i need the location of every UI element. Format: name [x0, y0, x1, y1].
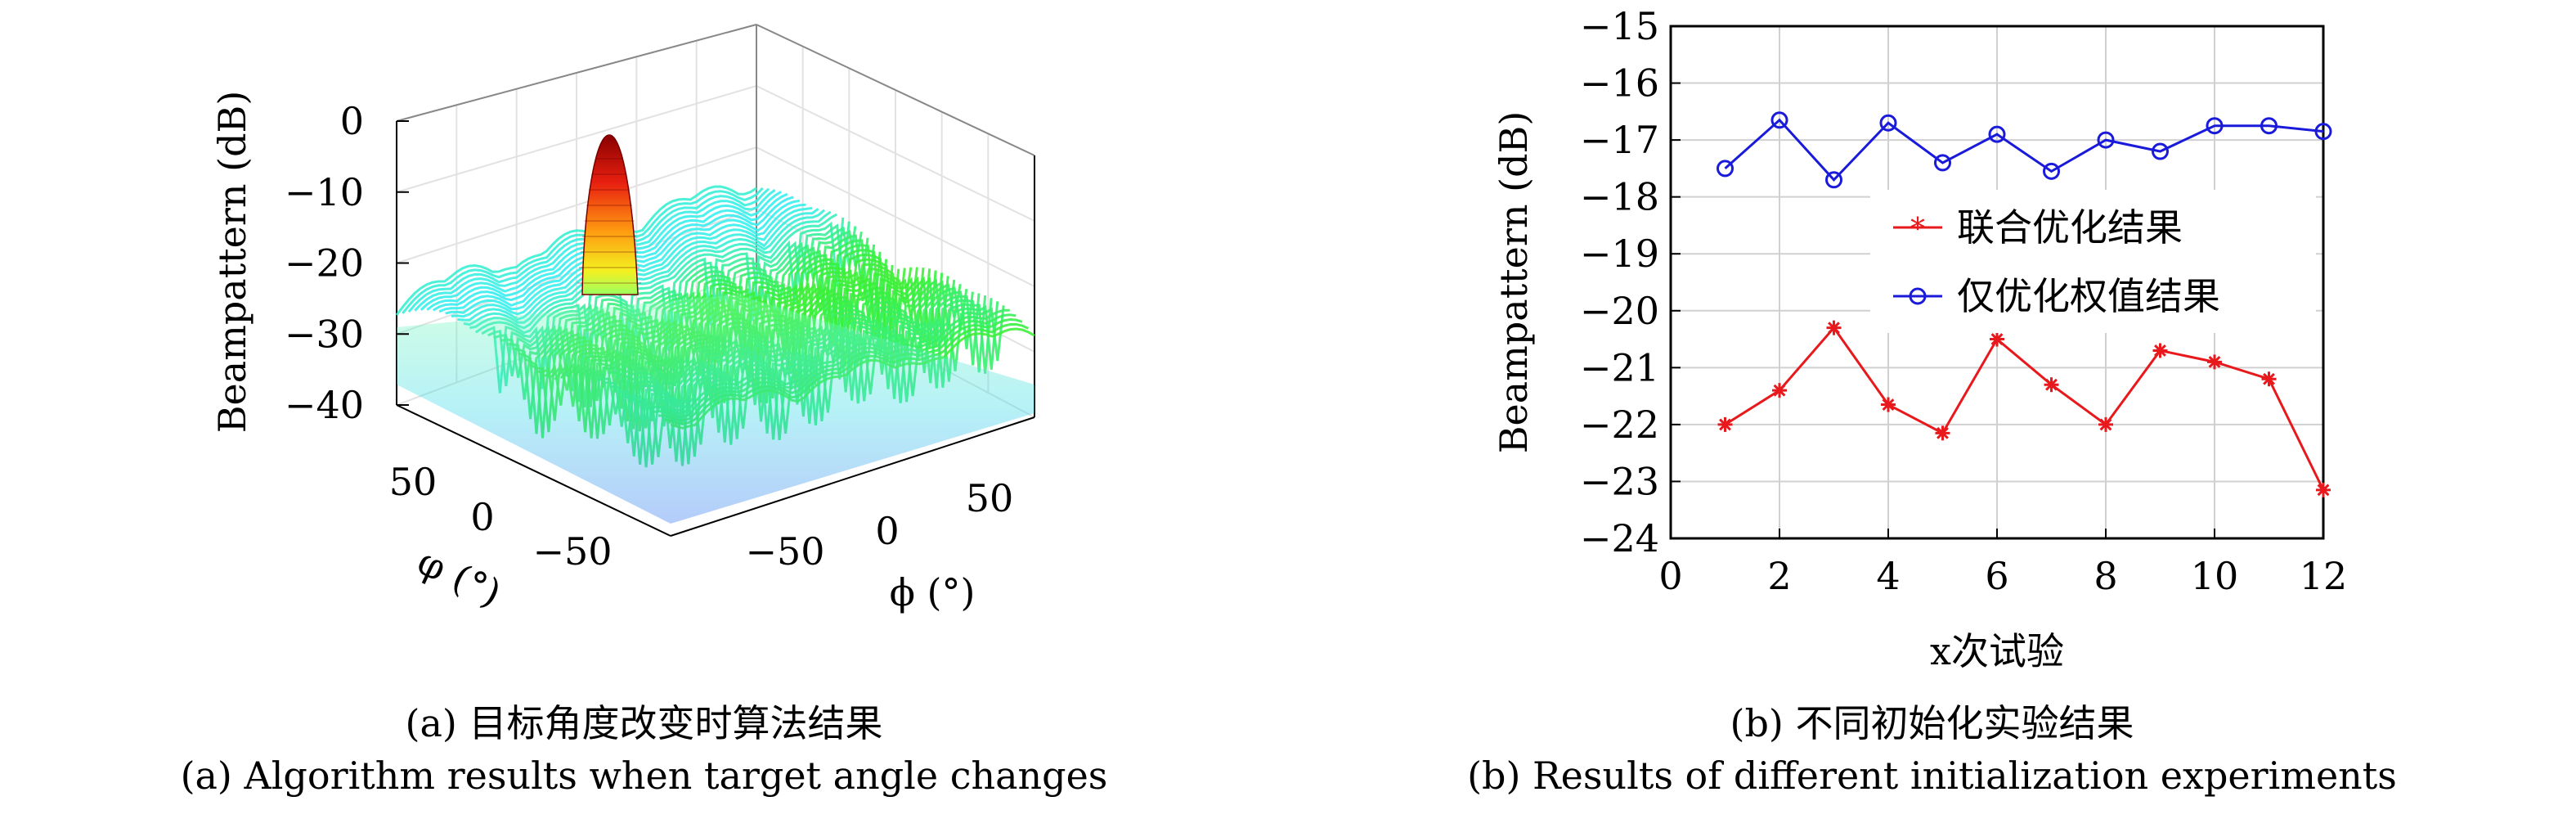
x-tick-label: 0: [1658, 554, 1682, 598]
x-tick-labels: 0 2 4 6 8 10 12: [1658, 554, 2347, 598]
data-point-star: [2152, 343, 2168, 358]
z-tick-label: −10: [285, 170, 364, 214]
y-tick-label: −18: [1580, 175, 1659, 219]
y-tick-label: −19: [1580, 232, 1659, 276]
legend-marker-weights: [1909, 287, 1927, 305]
series-line-0: [1724, 326, 2325, 491]
x-tick-label: 2: [1767, 554, 1791, 598]
plot-frame: [1669, 25, 2325, 540]
surface-floor-shade: [397, 295, 1034, 524]
x-tick-label: 10: [2191, 554, 2239, 598]
data-point-star: [1772, 383, 1787, 398]
x-tick-label: 8: [2094, 554, 2117, 598]
y-axis-label: Beampattern (dB): [1492, 111, 1536, 454]
panel-a-surface-chart: 0 −10 −20 −30 −40 50 0 −50 −50 0 50 Beampattern (d…: [0, 0, 1288, 704]
legend-label-joint: 联合优化结果: [1957, 205, 2183, 250]
data-point-circle: [1770, 111, 1788, 129]
axis-edge: [670, 416, 1035, 537]
y-tick-label: 0: [470, 495, 494, 539]
legend-label-weights: 仅优化权值结果: [1957, 274, 2220, 318]
axis-edge: [396, 404, 671, 537]
x-tick-label: 0: [875, 509, 899, 553]
data-point-circle: [1934, 154, 1951, 172]
y-tick-label: −20: [1580, 289, 1659, 333]
y-tick-label: −50: [532, 529, 612, 574]
legend-marker-joint: *: [1910, 213, 1925, 246]
x-tick-label: 12: [2300, 554, 2348, 598]
surface-mesh: [395, 185, 1035, 524]
data-series: [1717, 111, 2332, 497]
z-tick-label: −20: [285, 241, 364, 286]
surface-main-peak: [577, 134, 641, 295]
data-point-star: [2098, 416, 2113, 432]
z-axis-label: Beampattern (dB): [210, 91, 254, 434]
legend-box: [1870, 190, 2316, 333]
data-point-star: [1935, 425, 1950, 441]
x-axis-label: ϕ (°): [890, 570, 976, 614]
data-point-circle: [2314, 123, 2332, 141]
data-point-star: [1990, 331, 2004, 347]
z-tick-label: −40: [285, 383, 364, 427]
x-tick-label: 6: [1985, 554, 2008, 598]
data-point-circle: [1988, 125, 2006, 143]
x-tick-label: −50: [745, 529, 824, 574]
data-point-star: [2261, 371, 2277, 387]
mesh-line: [402, 187, 764, 314]
y-tick-label: −22: [1580, 403, 1659, 447]
data-point-circle: [2152, 142, 2169, 160]
data-point-circle: [2206, 117, 2224, 135]
y-axis-label: φ (°): [411, 539, 508, 616]
axis-edge: [756, 24, 1035, 156]
y-tick-label: −17: [1580, 118, 1659, 162]
y-tick-label: −15: [1580, 4, 1659, 48]
data-point-circle: [1825, 171, 1842, 189]
series-line-1: [1724, 118, 2324, 182]
caption-b-english: (b) Results of different initialization …: [1467, 754, 2397, 798]
z-tick-label: −30: [285, 312, 364, 356]
surface-plot: 0 −10 −20 −30 −40 50 0 −50 −50 0 50 Beampattern (d…: [210, 24, 1035, 616]
data-point-star: [2044, 377, 2059, 393]
y-tick-label: −24: [1580, 516, 1659, 560]
y-tick-labels: −15 −16 −17 −18 −19 −20 −21 −22 −23 −24: [1580, 4, 1659, 560]
surface-tick-labels: 0 −10 −20 −30 −40 50 0 −50 −50 0 50: [285, 99, 1013, 574]
data-point-circle: [1717, 160, 1734, 178]
data-point-star: [2316, 482, 2331, 497]
caption-a-chinese: (a) 目标角度改变时算法结果: [405, 701, 883, 745]
data-point-circle: [2043, 162, 2060, 180]
data-point-star: [1717, 416, 1733, 432]
panel-b-line-chart: −15 −16 −17 −18 −19 −20 −21 −22 −23 −24 0 2 4 6 8 10 12…: [1288, 0, 2576, 704]
data-point-star: [1826, 320, 1842, 335]
line-plot: −15 −16 −17 −18 −19 −20 −21 −22 −23 −24 0 2 4 6 8 10 12…: [1492, 4, 2347, 673]
y-tick-label: −23: [1580, 459, 1659, 503]
data-point-circle: [2260, 117, 2278, 135]
y-tick-label: 50: [389, 460, 438, 504]
data-point-circle: [1879, 114, 1897, 132]
legend: * 联合优化结果 仅优化权值结果: [1870, 190, 2316, 333]
data-point-star: [1881, 397, 1896, 412]
x-axis-label: x次试验: [1930, 629, 2064, 673]
data-point-star: [2207, 354, 2222, 370]
z-tick-label: 0: [340, 99, 364, 143]
axis-edge: [396, 24, 757, 122]
x-tick-label: 4: [1876, 554, 1900, 598]
caption-b-chinese: (b) 不同初始化实验结果: [1730, 701, 2134, 745]
y-tick-label: −21: [1580, 345, 1659, 389]
data-point-circle: [2097, 131, 2115, 149]
caption-a-english: (a) Algorithm results when target angle …: [180, 754, 1108, 798]
x-tick-label: 50: [966, 476, 1014, 520]
peak-lobe: [581, 134, 639, 295]
mesh-line: [395, 185, 757, 316]
y-tick-label: −16: [1580, 61, 1659, 106]
